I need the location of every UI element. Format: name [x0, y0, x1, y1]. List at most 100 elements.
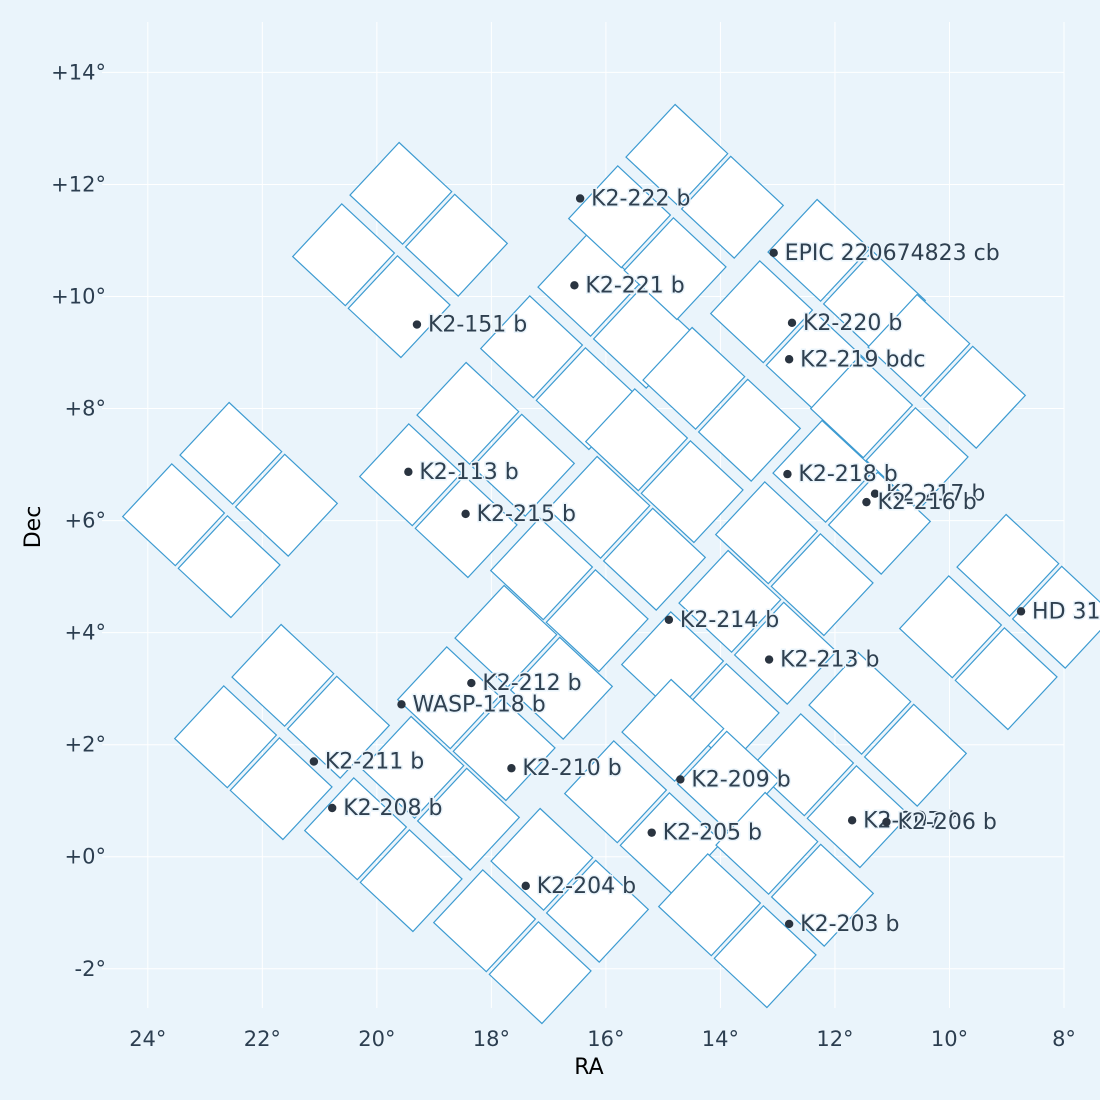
planet-marker: K2-213 b — [764, 646, 881, 674]
ccd-chip — [177, 514, 281, 619]
y-tick-label: +10° — [51, 285, 106, 309]
ccd-chip — [954, 626, 1058, 731]
ccd-chip — [359, 828, 463, 933]
ccd-chip — [347, 254, 451, 359]
ccd-module — [489, 455, 707, 673]
planet-marker: K2-218 b — [783, 461, 899, 489]
planet-marker: K2-222 b — [575, 185, 692, 213]
planet-marker: K2-113 b — [404, 458, 520, 486]
ccd-chip — [750, 713, 855, 817]
x-tick-label: 14° — [702, 1027, 739, 1051]
ccd-module — [567, 103, 785, 321]
planet-point — [676, 775, 685, 784]
planet-label: WASP-118 b — [412, 692, 545, 717]
ccd-chip — [173, 685, 278, 789]
ccd-chip — [621, 678, 725, 783]
ccd-module — [303, 715, 521, 933]
planet-point — [412, 320, 422, 329]
ccd-module — [173, 623, 391, 841]
planet-marker: K2-204 b — [521, 872, 638, 900]
ccd-chip — [229, 736, 333, 841]
planet-marker: K2-219 bdc — [784, 346, 927, 374]
ccd-chip — [471, 413, 576, 517]
y-tick-label: +6° — [65, 509, 106, 533]
ccd-chip — [416, 767, 521, 871]
ccd-chip — [772, 419, 876, 524]
planet-label: K2-212 b — [482, 671, 581, 696]
tick-layer: 24° 22° 20° 18° 16° 14° 12° 10° 8° +14° +12° +10° +8… — [51, 60, 1076, 1051]
ccd-chip — [234, 453, 339, 557]
ccd-chip — [602, 507, 707, 611]
ccd-chip — [489, 517, 594, 621]
ccd-chip — [286, 675, 391, 779]
y-tick-label: +2° — [65, 733, 106, 757]
planet-label: K2-218 b — [798, 462, 897, 487]
ccd-chip — [179, 401, 283, 506]
planet-point — [787, 318, 797, 328]
planet-label: K2-217 b — [886, 482, 985, 507]
ccd-module — [432, 807, 650, 1025]
ccd-chip — [863, 703, 968, 807]
planet-label: HD 31 — [1032, 599, 1100, 624]
ccd-chip — [827, 471, 932, 575]
planet-label: K2-113 b — [419, 460, 518, 485]
planet-marker: K2-211 b — [309, 748, 426, 776]
planet-label: K2-151 b — [428, 313, 527, 338]
planet-point — [764, 655, 774, 664]
ccd-chip — [922, 345, 1027, 449]
planet-point — [327, 803, 337, 813]
ccd-chip — [479, 295, 584, 399]
ccd-chip — [404, 193, 509, 297]
ccd-chip — [361, 715, 465, 820]
planet-point — [575, 194, 585, 203]
y-tick-label: -2° — [75, 957, 106, 981]
ccd-chip — [509, 636, 614, 740]
planet-marker: K2-209 b — [676, 766, 792, 794]
ccd-chip — [898, 575, 1003, 679]
planet-point — [664, 615, 674, 624]
ccd-chip — [547, 455, 651, 560]
planet-point — [461, 509, 470, 519]
ccd-chip — [956, 513, 1060, 618]
ccd-module — [750, 651, 968, 869]
planet-layer: K2-222 b EPIC 220674823 cb K2-221 b K2-220 … — [309, 185, 1100, 938]
planet-label: K2-204 b — [537, 874, 636, 899]
planet-marker: K2-217 b — [870, 480, 987, 508]
planet-marker: K2-220 b — [787, 309, 904, 337]
planet-point — [647, 828, 656, 837]
planet-label: K2-221 b — [585, 273, 684, 298]
planet-marker: K2-214 b — [664, 606, 781, 634]
y-tick-label: +4° — [65, 621, 106, 645]
planet-marker: HD 31 — [1016, 598, 1100, 626]
planet-label: K2-207 b — [863, 808, 962, 833]
ccd-footprint-layer — [121, 103, 1100, 1025]
ccd-chip — [1011, 565, 1100, 669]
ccd-chip — [770, 843, 875, 947]
planet-marker: K2-203 b — [784, 910, 901, 938]
planet-label: K2-220 b — [803, 311, 902, 336]
y-tick-label: +12° — [51, 172, 106, 196]
ccd-chip — [452, 697, 556, 802]
planet-marker: K2-206 b — [882, 809, 998, 837]
y-tick-label: +0° — [65, 845, 106, 869]
ccd-chip — [567, 165, 672, 269]
planet-marker: K2-215 b — [461, 500, 577, 528]
ccd-chip — [713, 904, 817, 1009]
x-tick-label: 18° — [473, 1027, 510, 1051]
planet-point — [404, 467, 413, 477]
x-tick-label: 12° — [816, 1027, 853, 1051]
planet-marker: K2-151 b — [412, 311, 529, 339]
ccd-chip — [490, 807, 594, 912]
ccd-chip — [625, 103, 729, 208]
planet-marker: K2-208 b — [327, 794, 444, 822]
ccd-chip — [584, 388, 689, 492]
ccd-module — [291, 141, 509, 359]
y-axis-title: Dec — [21, 506, 46, 549]
ccd-chip — [396, 646, 501, 750]
planet-label: K2-222 b — [591, 186, 690, 211]
y-tick-label: +8° — [65, 397, 106, 421]
planet-label: K2-209 b — [691, 767, 790, 792]
ccd-chip — [563, 740, 668, 844]
planet-point — [783, 469, 792, 479]
ccd-chip — [432, 869, 537, 973]
